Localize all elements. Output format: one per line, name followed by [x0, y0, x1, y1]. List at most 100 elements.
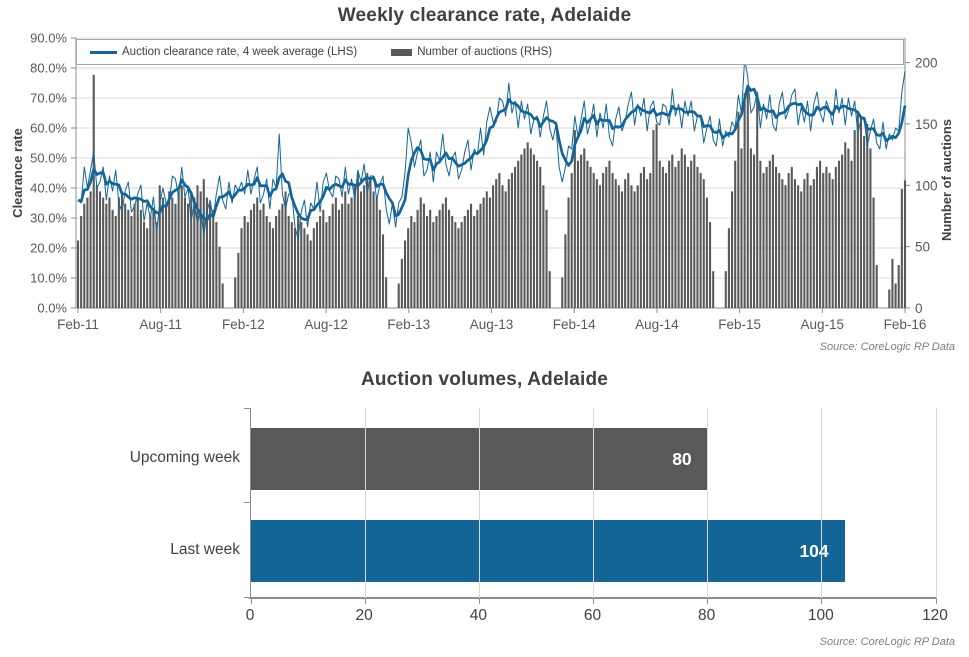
vertical-gridline — [935, 408, 937, 598]
auction-count-bar — [133, 203, 136, 308]
auction-count-bar — [548, 271, 551, 308]
auction-count-bar — [130, 215, 133, 308]
auction-count-bar — [375, 197, 378, 308]
auction-count-bar — [146, 228, 149, 308]
auction-count-bar — [532, 154, 536, 308]
auction-count-bar — [319, 215, 322, 308]
auction-count-bar — [576, 160, 580, 308]
auction-count-bar — [853, 130, 856, 308]
auction-count-bar — [325, 222, 328, 308]
auction-count-bar — [866, 123, 869, 308]
auction-count-bar — [894, 283, 897, 308]
auction-count-bar — [834, 166, 837, 308]
y-left-tick-label: 0.0% — [37, 301, 67, 316]
bottom-x-axis-tick — [364, 598, 366, 604]
auction-count-bar — [293, 228, 297, 308]
auction-count-bar — [517, 160, 520, 308]
auction-count-bar — [784, 185, 787, 308]
y-left-tick-label: 70.0% — [30, 91, 67, 106]
auction-count-bar — [614, 179, 617, 308]
auction-count-bar — [617, 185, 620, 308]
auction-count-bar — [124, 203, 127, 308]
auction-count-bar — [658, 160, 661, 308]
auction-count-bar — [268, 222, 271, 308]
auction-count-bar — [863, 136, 866, 308]
auction-count-bar — [580, 154, 583, 308]
auction-volumes-plot-area: 80 104 — [244, 408, 937, 604]
x-axis-tick-label: Feb-13 — [387, 317, 430, 332]
auction-count-bar — [520, 154, 523, 308]
auction-count-bar — [891, 258, 894, 308]
legend-label-auction-count: Number of auctions (RHS) — [417, 46, 553, 58]
auction-count-bar — [589, 166, 592, 308]
bottom-x-axis-tick — [821, 598, 823, 604]
vertical-gridline — [821, 408, 823, 598]
auction-count-bar — [749, 148, 752, 308]
auction-count-bar — [793, 179, 796, 308]
auction-count-bar — [586, 160, 589, 308]
auction-count-bar — [485, 191, 488, 308]
auction-count-bar — [190, 191, 193, 308]
auction-count-bar — [454, 222, 457, 308]
bottom-x-tick-label: 0 — [245, 607, 255, 624]
left-axis-title: Clearance rate — [10, 128, 25, 218]
auction-count-bar — [337, 209, 341, 308]
auction-count-bar — [668, 160, 671, 308]
auction-count-bar — [259, 209, 262, 308]
auction-count-bar — [683, 154, 686, 308]
auction-count-bar — [583, 148, 586, 308]
y-right-tick-label: 0 — [915, 301, 923, 316]
auction-count-bar — [888, 289, 891, 308]
auction-count-bar — [900, 188, 903, 308]
auction-count-bar — [903, 180, 907, 308]
auction-count-bar — [95, 185, 98, 308]
auction-count-bar — [152, 209, 155, 308]
auction-count-bar — [573, 130, 576, 308]
auction-count-bar — [869, 148, 872, 308]
auction-count-bar — [746, 87, 749, 308]
auction-count-bar — [196, 185, 199, 308]
bottom-x-tick-label: 120 — [922, 607, 948, 624]
auction-count-bar — [111, 209, 114, 308]
auction-count-bar — [300, 222, 303, 308]
auction-count-bar — [385, 277, 388, 308]
y-left-tick-label: 10.0% — [30, 271, 67, 286]
auction-count-bar — [253, 203, 256, 308]
y-right-tick-label: 50 — [915, 240, 930, 255]
auction-count-bar — [831, 179, 834, 308]
auction-count-bar — [781, 179, 784, 308]
auction-count-bar — [825, 166, 828, 308]
auction-count-bar — [479, 203, 482, 308]
auction-count-bar — [778, 173, 781, 308]
auction-count-bar — [158, 185, 161, 308]
y-left-tick-label: 40.0% — [30, 181, 67, 196]
auction-count-bar — [350, 197, 353, 308]
auction-count-bar — [218, 246, 221, 308]
auction-count-bar — [498, 173, 501, 308]
auction-count-bar — [567, 197, 570, 308]
auction-count-bar — [875, 265, 878, 308]
auction-count-bar — [734, 160, 737, 308]
auction-count-bar — [366, 173, 369, 308]
right-axis-title: Number of auctions — [939, 118, 954, 242]
auction-count-bar — [284, 191, 287, 308]
bottom-chart-title: Auction volumes, Adelaide — [360, 369, 609, 390]
auction-count-bar — [762, 173, 765, 308]
auction-count-bar — [872, 197, 875, 308]
x-axis-tick-label: Aug-15 — [801, 317, 845, 332]
auction-count-bar — [822, 173, 825, 308]
y-left-tick-label: 90.0% — [30, 31, 67, 46]
bottom-x-axis-tick — [478, 598, 480, 604]
auction-count-bar — [353, 185, 356, 308]
legend-label-clearance-rate: Auction clearance rate, 4 week average (… — [122, 46, 358, 58]
auction-count-bar — [422, 203, 425, 308]
left-axis-tick — [244, 408, 250, 409]
auction-count-bar — [702, 179, 705, 308]
auction-count-bar — [743, 93, 746, 309]
auction-count-bar — [246, 222, 249, 308]
auction-count-bar — [221, 283, 224, 308]
auction-count-bar — [847, 148, 850, 308]
auction-count-bar — [369, 179, 372, 308]
auction-count-bar — [545, 209, 548, 308]
auction-count-bar — [451, 215, 454, 308]
